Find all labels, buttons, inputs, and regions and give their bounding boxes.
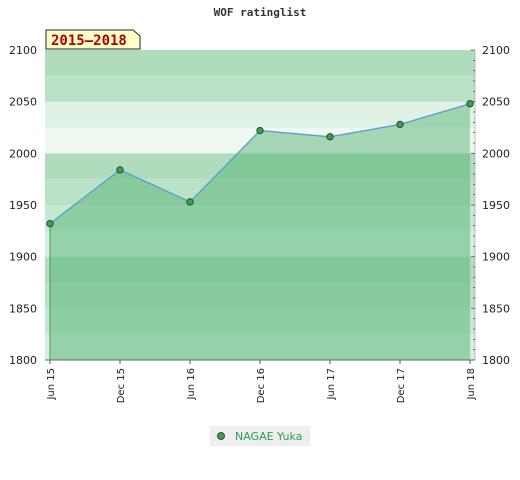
legend: NAGAE Yuka xyxy=(210,426,310,446)
data-point xyxy=(326,133,334,141)
background-band xyxy=(45,308,475,335)
area-layer xyxy=(50,103,470,360)
background-band xyxy=(45,256,475,283)
x-tick-label: Jun 17 xyxy=(326,368,337,401)
y-tick-label-left: 2100 xyxy=(9,44,37,57)
y-tick-label-left: 1850 xyxy=(9,302,37,315)
background-band xyxy=(45,230,475,257)
background-band xyxy=(45,334,475,360)
series-area xyxy=(50,103,470,360)
background-band xyxy=(45,282,475,309)
background-band xyxy=(45,75,475,102)
period-badge-box xyxy=(45,29,141,50)
background-band xyxy=(45,50,475,76)
legend-marker xyxy=(217,432,225,440)
data-point xyxy=(466,100,474,108)
background-band xyxy=(45,179,475,205)
data-point xyxy=(116,166,124,174)
legend-box xyxy=(210,426,310,446)
data-point xyxy=(186,198,194,206)
data-point xyxy=(396,120,404,129)
y-tick-label-left: 1950 xyxy=(9,199,37,212)
x-tick-label: Dec 17 xyxy=(396,368,407,403)
x-tick-label: Dec 16 xyxy=(256,368,267,403)
y-tick-label-left: 1900 xyxy=(9,251,37,264)
y-tick-label-right: 1950 xyxy=(482,199,510,212)
period-badge: 2015–2018 xyxy=(45,29,141,50)
y-tick-label-left: 2050 xyxy=(9,96,37,109)
legend-label: NAGAE Yuka xyxy=(235,430,302,443)
y-tick-label-right: 2100 xyxy=(482,44,510,57)
period-badge-text: 2015–2018 xyxy=(51,33,127,49)
data-point xyxy=(46,219,54,228)
chart-title: WOF ratinglist xyxy=(214,6,307,19)
x-axis: Jun 15 Dec 15 Jun 16 Dec 16 Jun 17 Dec 17 Jun … xyxy=(46,360,477,403)
y-tick-label-left: 1800 xyxy=(9,354,37,367)
y-axis-left: 1800 1850 1900 1950 2000 2050 2100 xyxy=(9,44,37,367)
x-tick-label: Jun 16 xyxy=(186,368,197,401)
x-tick-label: Jun 18 xyxy=(466,368,477,401)
y-axis-right: 1800 1850 1900 1950 2000 2050 2100 xyxy=(471,44,510,367)
background-band xyxy=(45,205,475,231)
y-tick-label-right: 1850 xyxy=(482,302,510,315)
series-layer xyxy=(46,100,474,360)
x-tick-label: Jun 15 xyxy=(46,368,57,401)
y-tick-label-left: 2000 xyxy=(9,147,37,160)
background-band xyxy=(45,153,475,180)
x-tick-label: Dec 15 xyxy=(116,368,127,403)
y-tick-label-right: 1800 xyxy=(482,354,510,367)
y-tick-label-right: 2050 xyxy=(482,96,510,109)
background-bands xyxy=(45,50,475,360)
data-point xyxy=(256,126,264,135)
y-tick-label-right: 2000 xyxy=(482,147,510,160)
y-tick-label-right: 1900 xyxy=(482,251,510,264)
